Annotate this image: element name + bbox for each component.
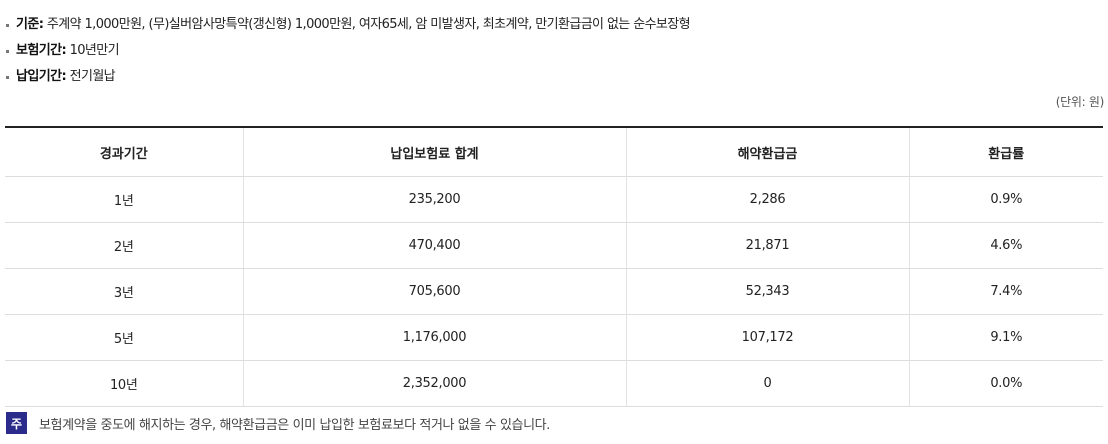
notice-badge: 주 [6, 412, 27, 434]
criteria-item-period: 보험기간: 10년만기 [4, 38, 690, 64]
table-row: 10년 2,352,000 0 0.0% [5, 360, 1103, 407]
cell-premium: 470,400 [242, 222, 626, 269]
table-row: 5년 1,176,000 107,172 9.1% [5, 314, 1103, 361]
cell-period: 3년 [5, 268, 243, 315]
cell-period: 1년 [5, 176, 243, 223]
criteria-list: 기준: 주계약 1,000만원, (무)실버암사망특약(갱신형) 1,000만원… [4, 12, 691, 90]
criteria-label: 납입기간: [16, 69, 67, 84]
cell-period: 2년 [5, 222, 243, 269]
refund-table: 경과기간 납입보험료 합계 해약환급금 환급률 1년 235,200 2,286… [5, 126, 1103, 407]
notice: 주 보험계약을 중도에 해지하는 경우, 해약환급금은 이미 납입한 보험료보다… [6, 411, 550, 435]
table-row: 3년 705,600 52,343 7.4% [5, 268, 1103, 315]
criteria-item-payment: 납입기간: 전기월납 [4, 64, 690, 90]
cell-period: 5년 [5, 314, 243, 361]
cell-surrender: 52,343 [625, 268, 909, 315]
cell-rate: 9.1% [908, 314, 1103, 361]
unit-label: (단위: 원) [1055, 95, 1105, 109]
cell-surrender: 2,286 [625, 176, 909, 223]
criteria-label: 보험기간: [16, 43, 67, 58]
cell-surrender: 107,172 [625, 314, 909, 361]
criteria-item-basis: 기준: 주계약 1,000만원, (무)실버암사망특약(갱신형) 1,000만원… [4, 12, 691, 38]
criteria-value: 10년만기 [69, 43, 120, 58]
criteria-value: 주계약 1,000만원, (무)실버암사망특약(갱신형) 1,000만원, 여자… [46, 17, 691, 32]
header-surrender-value: 해약환급금 [625, 127, 909, 177]
cell-rate: 4.6% [908, 222, 1103, 269]
cell-premium: 235,200 [242, 176, 626, 223]
bullet-icon [6, 24, 9, 27]
header-elapsed-period: 경과기간 [5, 127, 243, 177]
cell-premium: 705,600 [242, 268, 626, 315]
cell-premium: 2,352,000 [242, 360, 626, 407]
cell-rate: 0.9% [908, 176, 1103, 223]
notice-text: 보험계약을 중도에 해지하는 경우, 해약환급금은 이미 납입한 보험료보다 적… [39, 417, 550, 433]
header-total-premium: 납입보험료 합계 [242, 127, 626, 177]
criteria-value: 전기월납 [69, 69, 116, 84]
cell-surrender: 21,871 [625, 222, 909, 269]
cell-period: 10년 [5, 360, 243, 407]
table-row: 1년 235,200 2,286 0.9% [5, 176, 1103, 223]
cell-surrender: 0 [625, 360, 909, 407]
cell-rate: 7.4% [908, 268, 1103, 315]
table-row: 2년 470,400 21,871 4.6% [5, 222, 1103, 269]
table-header-row: 경과기간 납입보험료 합계 해약환급금 환급률 [5, 127, 1103, 177]
cell-premium: 1,176,000 [242, 314, 626, 361]
bullet-icon [6, 76, 9, 79]
bullet-icon [6, 50, 9, 53]
cell-rate: 0.0% [908, 360, 1103, 407]
criteria-label: 기준: [16, 17, 44, 32]
header-refund-rate: 환급률 [908, 127, 1103, 177]
